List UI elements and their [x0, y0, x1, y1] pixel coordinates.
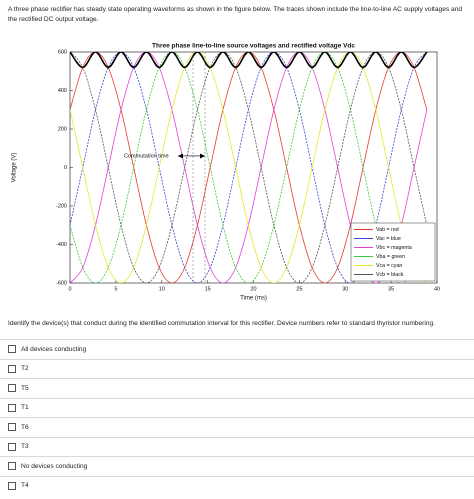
checkbox[interactable]: [8, 364, 16, 373]
y-axis-label: Voltage (V): [12, 153, 18, 183]
option-label: T2: [21, 365, 29, 373]
legend-label: Vca = cyan: [376, 263, 402, 269]
legend-label: Vbc = magenta: [376, 245, 412, 251]
y-tick-label: -200: [56, 203, 67, 209]
option[interactable]: No devices conducting: [0, 456, 474, 476]
option[interactable]: T6: [0, 417, 474, 437]
legend-label: Vba = green: [376, 254, 405, 260]
x-tick-label: 40: [434, 286, 440, 292]
option-label: T1: [21, 404, 29, 412]
series-line: [70, 52, 428, 283]
x-tick-label: 25: [296, 286, 302, 292]
checkbox[interactable]: [8, 403, 16, 412]
option[interactable]: T2: [0, 358, 474, 379]
y-tick-label: -600: [56, 280, 67, 286]
legend-label: Vac = blue: [376, 236, 401, 242]
series-line: [70, 52, 428, 283]
y-tick-label: -400: [56, 242, 67, 248]
x-axis-label: Time (ms): [240, 296, 267, 302]
checkbox[interactable]: [8, 462, 16, 471]
y-tick-label: 400: [58, 88, 67, 94]
option[interactable]: T1: [0, 397, 474, 418]
checkbox[interactable]: [8, 384, 16, 393]
legend-label: Vcb = black: [376, 272, 404, 278]
x-tick-label: 35: [388, 286, 394, 292]
options: All devices conducting T2 T5 T1 T6 T3 No devic…: [0, 339, 474, 495]
chart-title: Three phase line-to-line source voltages…: [152, 43, 355, 50]
option-label: T6: [21, 423, 29, 431]
option[interactable]: T3: [0, 436, 474, 457]
x-tick-label: 10: [159, 286, 165, 292]
y-tick-label: 0: [64, 165, 67, 171]
option-label: T3: [21, 443, 29, 451]
series-line: [70, 52, 428, 283]
chart: Three phase line-to-line source voltages…: [12, 43, 440, 302]
y-tick-label: 200: [58, 126, 67, 132]
x-tick-label: 20: [250, 286, 256, 292]
checkbox[interactable]: [8, 442, 16, 451]
option[interactable]: All devices conducting: [0, 339, 474, 359]
checkbox[interactable]: [8, 423, 16, 432]
intro-text: A three phase rectifier has steady state…: [8, 6, 463, 23]
legend-box: [350, 222, 436, 282]
checkbox[interactable]: [8, 481, 16, 490]
legend-label: Vab = red: [376, 227, 399, 233]
option-label: No devices conducting: [21, 462, 88, 470]
option-label: T5: [21, 384, 29, 392]
option-label: All devices conducting: [21, 345, 87, 353]
option[interactable]: T5: [0, 378, 474, 398]
x-tick-label: 30: [342, 286, 348, 292]
series-line: [70, 52, 428, 283]
x-tick-label: 15: [205, 286, 211, 292]
y-tick-label: 600: [58, 49, 67, 55]
checkbox[interactable]: [8, 345, 16, 354]
x-tick-label: 5: [114, 286, 117, 292]
question-text: Identify the device(s) that conduct duri…: [8, 320, 435, 327]
x-tick-label: 0: [68, 286, 71, 292]
rectified-line: [70, 52, 428, 69]
option[interactable]: T4: [0, 475, 474, 496]
annotation: Commutation time: [124, 153, 169, 159]
option-label: T4: [21, 482, 29, 490]
